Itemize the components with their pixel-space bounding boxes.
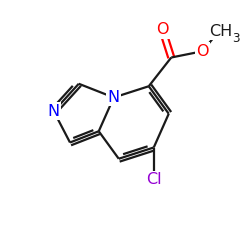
Text: O: O xyxy=(196,44,209,59)
Text: O: O xyxy=(156,22,169,38)
Text: N: N xyxy=(108,90,120,105)
Text: N: N xyxy=(48,104,60,119)
Text: 3: 3 xyxy=(232,32,240,45)
Text: Cl: Cl xyxy=(146,172,162,188)
Text: CH: CH xyxy=(210,24,233,39)
